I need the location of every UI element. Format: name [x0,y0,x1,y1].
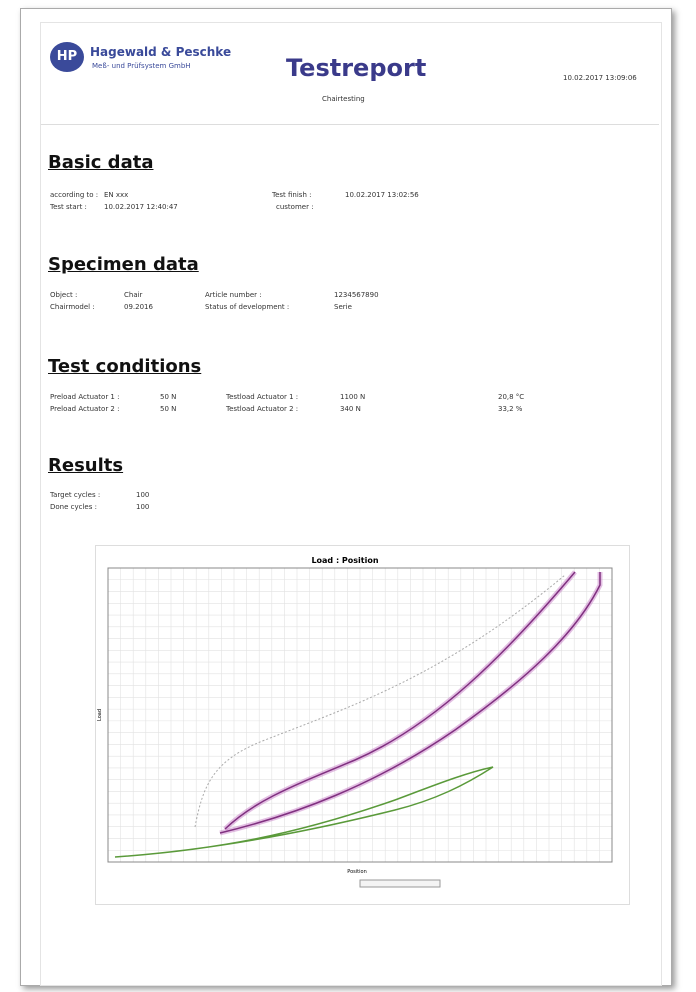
curve [224,571,576,830]
timestamp: 10.02.2017 13:09:06 [563,74,637,82]
curve [114,766,494,858]
content [40,22,662,986]
label: Preload Actuator 2 : [50,405,120,413]
value: EN xxx [104,191,129,199]
curve [219,572,601,834]
reference-curve [194,574,566,828]
label: Chairmodel : [50,303,95,311]
label: Testload Actuator 2 : [226,405,299,413]
heading: Results [48,455,124,476]
divider [41,124,659,125]
value: 10.02.2017 13:02:56 [345,191,419,199]
heading: Basic data [48,152,154,173]
grid [108,568,612,862]
label: Article number : [205,291,262,299]
value: 10.02.2017 12:40:47 [104,203,178,211]
value: 20,8 °C [498,393,525,401]
label: Status of development : [205,303,290,311]
company-sub: Meß- und Prüfsystem GmbH [92,62,191,70]
label: Testload Actuator 1 : [226,393,299,401]
label: Test start : [50,203,87,211]
value: 100 [136,491,150,499]
value: 50 N [160,405,177,413]
label: Test finish : [272,191,312,199]
chart-frame [95,545,630,905]
value: 33,2 % [498,405,523,413]
label: Preload Actuator 1 : [50,393,120,401]
heading: Test conditions [48,356,202,377]
label: Done cycles : [50,503,97,511]
value: Serie [334,303,352,311]
plot-area [107,567,613,863]
subtitle: Chairtesting [322,95,365,103]
legend [359,879,441,888]
label: Target cycles : [50,491,101,499]
y-label: Load [97,709,103,721]
value: 100 [136,503,150,511]
value: 50 N [160,393,177,401]
label: customer : [276,203,314,211]
label: according to : [50,191,99,199]
logo: HP [50,42,84,72]
value: 1100 N [340,393,366,401]
value: 09.2016 [124,303,153,311]
heading: Specimen data [48,254,199,275]
value: Chair [124,291,143,299]
value: 340 N [340,405,361,413]
company: Hagewald & Peschke [90,45,232,59]
chart-title: Load : Position [311,556,378,565]
chart: Load : Position Load Position [95,545,630,905]
title: Testreport [286,54,427,82]
x-label: Position [347,869,366,875]
label: Object : [50,291,78,299]
value: 1234567890 [334,291,379,299]
